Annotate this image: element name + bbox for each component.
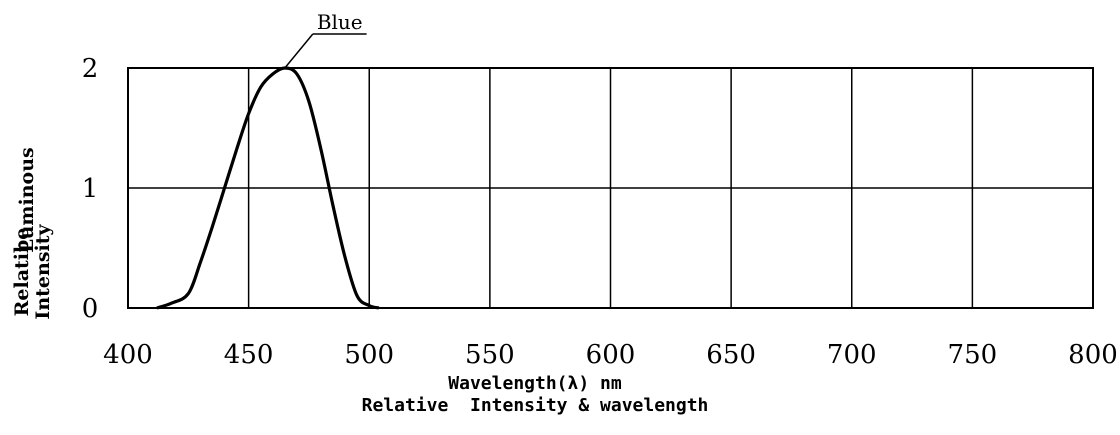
annotation-leader-line	[284, 33, 314, 69]
y-axis-label-relatibe: Relatibe	[11, 228, 33, 317]
grid	[127, 67, 1094, 309]
x-tick-label-750: 750	[948, 340, 998, 370]
y-tick-labels: 0 1 2	[82, 54, 99, 324]
chart-caption: Relative Intensity & wavelength	[362, 395, 709, 416]
series-group	[156, 66, 380, 310]
x-axis-label: Wavelength(λ) nm	[448, 373, 622, 394]
x-tick-label-700: 700	[827, 340, 877, 370]
x-tick-label-650: 650	[706, 340, 756, 370]
y-tick-label-1: 1	[82, 174, 99, 204]
y-tick-label-0: 0	[82, 294, 99, 324]
x-tick-label-600: 600	[586, 340, 636, 370]
y-tick-label-2: 2	[82, 54, 99, 84]
x-tick-label-500: 500	[344, 340, 394, 370]
series-annotation-label: Blue	[317, 10, 363, 34]
x-tick-labels: 400 450 500 550 600 650 700 750 800	[103, 340, 1118, 370]
series-line-blue	[156, 66, 380, 310]
x-tick-label-800: 800	[1068, 340, 1118, 370]
y-axis-label-luminous: Luminous	[16, 147, 38, 253]
x-tick-label-450: 450	[224, 340, 274, 370]
x-tick-label-400: 400	[103, 340, 153, 370]
annotations: Blue	[284, 10, 367, 69]
x-tick-label-550: 550	[465, 340, 515, 370]
y-axis-label-intensity: Intensity	[32, 223, 54, 319]
